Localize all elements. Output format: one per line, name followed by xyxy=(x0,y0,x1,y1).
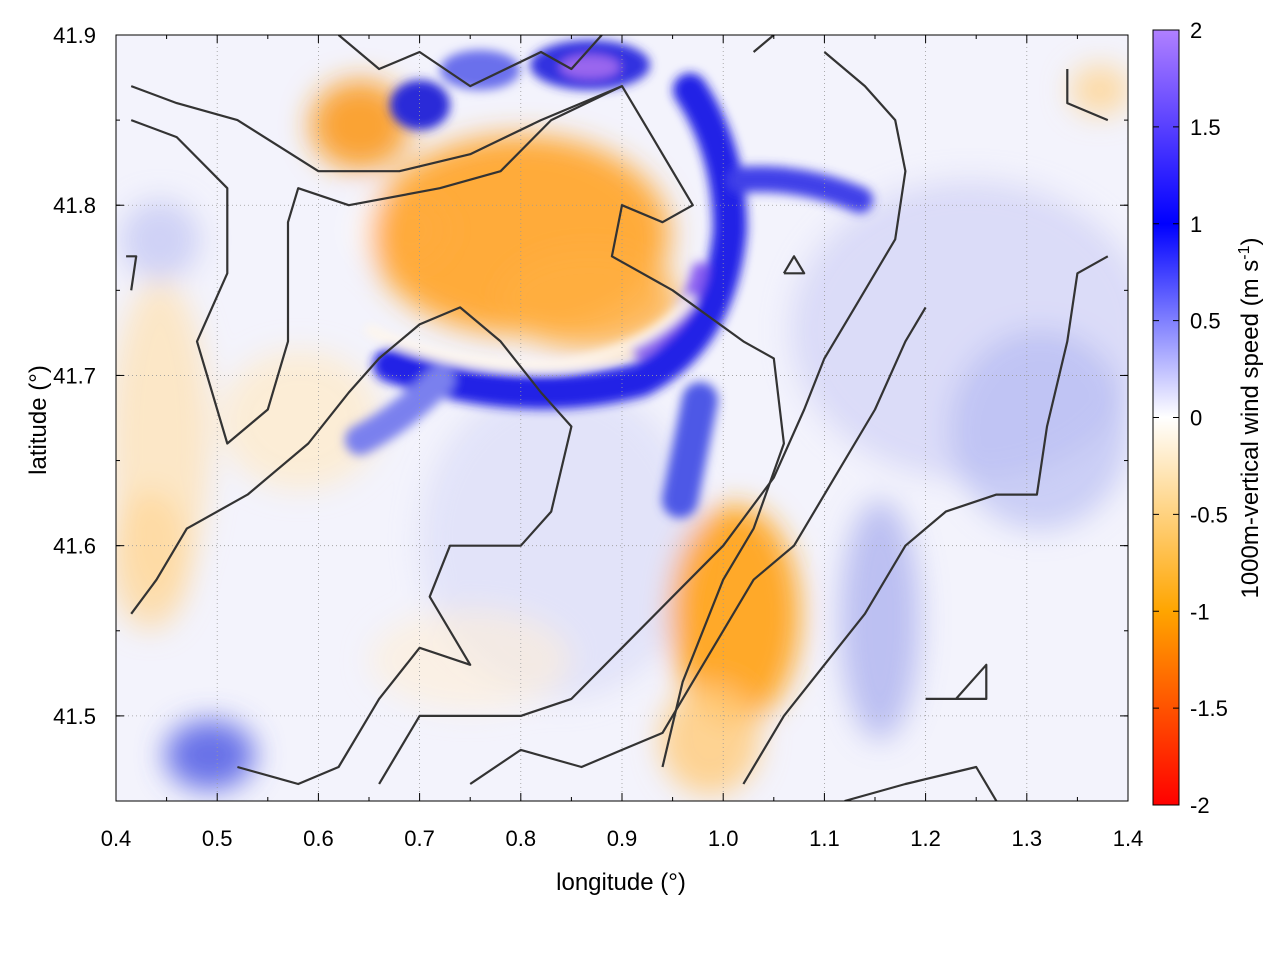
colorbar-tick-label: -0.5 xyxy=(1190,502,1228,527)
contour-line xyxy=(130,306,573,786)
colorbar-tick-label: -2 xyxy=(1190,793,1210,818)
y-tick-label: 41.8 xyxy=(53,193,96,218)
colorbar-tick-label: 0.5 xyxy=(1190,309,1221,334)
colorbar-tick-label: 1.5 xyxy=(1190,115,1221,140)
contour-line xyxy=(126,255,138,291)
y-tick-label: 41.6 xyxy=(53,534,96,559)
heatmap-field xyxy=(116,35,1128,801)
contour-line xyxy=(130,85,623,173)
contour-line xyxy=(742,255,1109,785)
y-axis: 41.5 41.6 41.7 41.8 41.9 xyxy=(53,23,1128,802)
x-tick-label: 0.8 xyxy=(506,826,537,851)
y-tick-label: 41.5 xyxy=(53,704,96,729)
contour-line xyxy=(130,84,786,768)
y-tick-label: 41.7 xyxy=(53,363,96,388)
y-tick-label: 41.9 xyxy=(53,23,96,48)
colorbar-tick-label: 2 xyxy=(1190,18,1202,43)
x-tick-label: 1.4 xyxy=(1113,826,1144,851)
contour-line xyxy=(752,35,775,53)
colorbar-tick-label: 0 xyxy=(1190,406,1202,431)
contour-line xyxy=(1066,69,1109,122)
x-tick-label: 0.6 xyxy=(303,826,334,851)
contour-line xyxy=(378,51,907,785)
colorbar: -2 -1.5 -1 -0.5 0 0.5 1 1.5 2 1000m-vertical win… xyxy=(1152,18,1264,818)
colorbar-tick-label: 1 xyxy=(1190,212,1202,237)
contour-line xyxy=(782,255,806,275)
y-axis-label: latitude (°) xyxy=(25,365,52,475)
x-tick-label: 0.4 xyxy=(101,826,132,851)
x-axis: 0.4 0.5 0.6 0.7 0.8 0.9 1.0 1.1 1.2 1.3 1.4 xyxy=(101,35,1144,851)
x-tick-label: 1.0 xyxy=(708,826,739,851)
colorbar-tick-label: -1 xyxy=(1190,599,1210,624)
grid-lines xyxy=(116,35,1128,801)
colorbar-label: 1000m-vertical wind speed (m s-1) xyxy=(1236,237,1264,598)
x-tick-label: 0.5 xyxy=(202,826,233,851)
contour-lines xyxy=(126,35,1109,801)
contour-line xyxy=(925,663,988,701)
colorbar-tick-label: -1.5 xyxy=(1190,696,1228,721)
x-tick-label: 0.7 xyxy=(404,826,435,851)
x-axis-label: longitude (°) xyxy=(556,869,686,896)
colorbar-ticks: -2 -1.5 -1 -0.5 0 0.5 1 1.5 2 xyxy=(1153,18,1228,818)
x-tick-label: 1.3 xyxy=(1012,826,1043,851)
x-tick-label: 1.2 xyxy=(910,826,941,851)
contour-line xyxy=(337,35,603,88)
x-tick-label: 1.1 xyxy=(809,826,840,851)
x-tick-label: 0.9 xyxy=(607,826,638,851)
contour-line xyxy=(469,306,927,785)
contour-line xyxy=(844,765,998,801)
